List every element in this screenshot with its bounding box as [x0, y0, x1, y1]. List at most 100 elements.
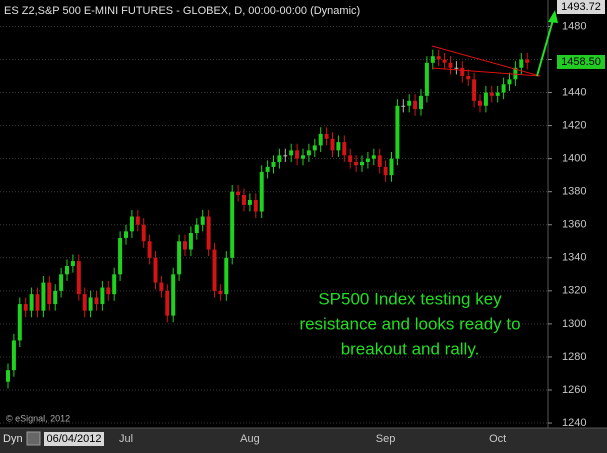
candle-body — [65, 266, 69, 275]
candle-body — [513, 67, 518, 80]
y-tick-label: 1320 — [562, 285, 586, 297]
candle-body — [59, 274, 64, 291]
candle-body — [301, 155, 305, 159]
candle-body — [489, 92, 494, 96]
interval-label[interactable]: Dyn — [3, 433, 23, 445]
candle-body — [70, 261, 75, 267]
candle-body — [525, 59, 530, 63]
candle-body — [194, 224, 199, 234]
y-tick-label: 1300 — [562, 318, 586, 330]
candle-body — [53, 290, 58, 305]
candle-body — [188, 233, 193, 250]
candle-body — [23, 304, 28, 311]
candle-body — [478, 100, 482, 106]
y-tick-label: 1360 — [562, 219, 586, 231]
candle-body — [153, 257, 158, 283]
x-tick-label: Sep — [376, 433, 396, 445]
candle-body — [218, 290, 223, 295]
candle-body — [336, 142, 341, 151]
candle-body — [383, 166, 388, 176]
candle-body — [6, 370, 10, 382]
x-tick-label: Jul — [119, 433, 133, 445]
candle-body — [519, 59, 524, 68]
x-tick-label: Oct — [489, 433, 506, 445]
candle-body — [159, 282, 164, 291]
candle-body — [88, 297, 93, 311]
candle-body — [407, 100, 412, 106]
last-price-box — [557, 54, 605, 69]
candle-body — [135, 216, 140, 225]
target-price-box — [557, 0, 605, 14]
x-tick-label: 06/04/2012 — [46, 433, 101, 445]
candle-body — [330, 138, 335, 151]
candle-body — [483, 92, 488, 106]
candle-body — [200, 216, 205, 225]
candle-body — [242, 194, 246, 205]
interval-icon[interactable] — [26, 431, 41, 446]
candle-body — [312, 145, 317, 151]
candle-body — [183, 241, 187, 250]
candle-body — [147, 241, 152, 258]
candle-body — [212, 249, 217, 291]
candle-body — [165, 290, 170, 316]
candle-body — [94, 297, 99, 305]
annotation: resistance and looks ready to — [299, 314, 520, 333]
candle-body — [100, 287, 105, 305]
candle-body — [389, 158, 394, 176]
candle-body — [259, 171, 264, 212]
candle-body — [17, 304, 22, 341]
candle-body — [501, 84, 506, 93]
y-tick-label: 1400 — [562, 153, 586, 165]
candle-body — [472, 79, 477, 101]
last-price-label: 1458.50 — [561, 56, 601, 68]
y-tick-label: 1240 — [562, 417, 586, 429]
y-tick-label: 1340 — [562, 252, 586, 264]
candle-body — [29, 294, 34, 311]
candle-body — [507, 79, 512, 85]
chart-title: ES Z2,S&P 500 E-MINI FUTURES - GLOBEX, D… — [4, 5, 360, 17]
candle-body — [11, 340, 16, 371]
candle-body — [82, 294, 87, 311]
candle-body — [342, 142, 347, 156]
candle-body — [177, 241, 182, 275]
candle-body — [360, 161, 364, 166]
y-tick-label: 1380 — [562, 186, 586, 198]
y-tick-label: 1420 — [562, 119, 586, 131]
y-tick-label: 1440 — [562, 86, 586, 98]
candle-body — [41, 282, 46, 311]
candle-body — [277, 155, 282, 162]
candle-body — [454, 67, 459, 69]
candle-body — [460, 67, 465, 77]
candle-body — [236, 191, 241, 195]
candle-body — [118, 237, 123, 275]
date-box — [44, 432, 104, 446]
candle-body — [348, 155, 353, 162]
candle-body — [442, 59, 447, 63]
candle-body — [365, 158, 370, 162]
candle-body — [354, 161, 359, 166]
candle-body — [419, 95, 423, 110]
arrow-line — [536, 19, 554, 77]
candle-body — [247, 199, 252, 205]
candle-body — [171, 274, 176, 316]
target-price-label: 1493.72 — [561, 1, 601, 13]
trend-line — [431, 45, 541, 77]
candle-body — [318, 133, 323, 146]
candle-body — [371, 155, 376, 159]
candle-body — [324, 133, 329, 139]
candle-body — [306, 150, 311, 156]
x-tick-label: Aug — [240, 433, 260, 445]
candles — [6, 49, 530, 389]
candle-body — [401, 105, 406, 107]
candle-body — [224, 257, 229, 295]
candle-body — [424, 62, 429, 96]
candle-body — [436, 56, 441, 60]
candle-body — [47, 282, 52, 305]
candle-body — [106, 287, 111, 295]
candle-body — [289, 150, 294, 156]
candle-body — [35, 294, 40, 311]
candle-body — [124, 231, 128, 238]
candle-body — [495, 92, 500, 96]
